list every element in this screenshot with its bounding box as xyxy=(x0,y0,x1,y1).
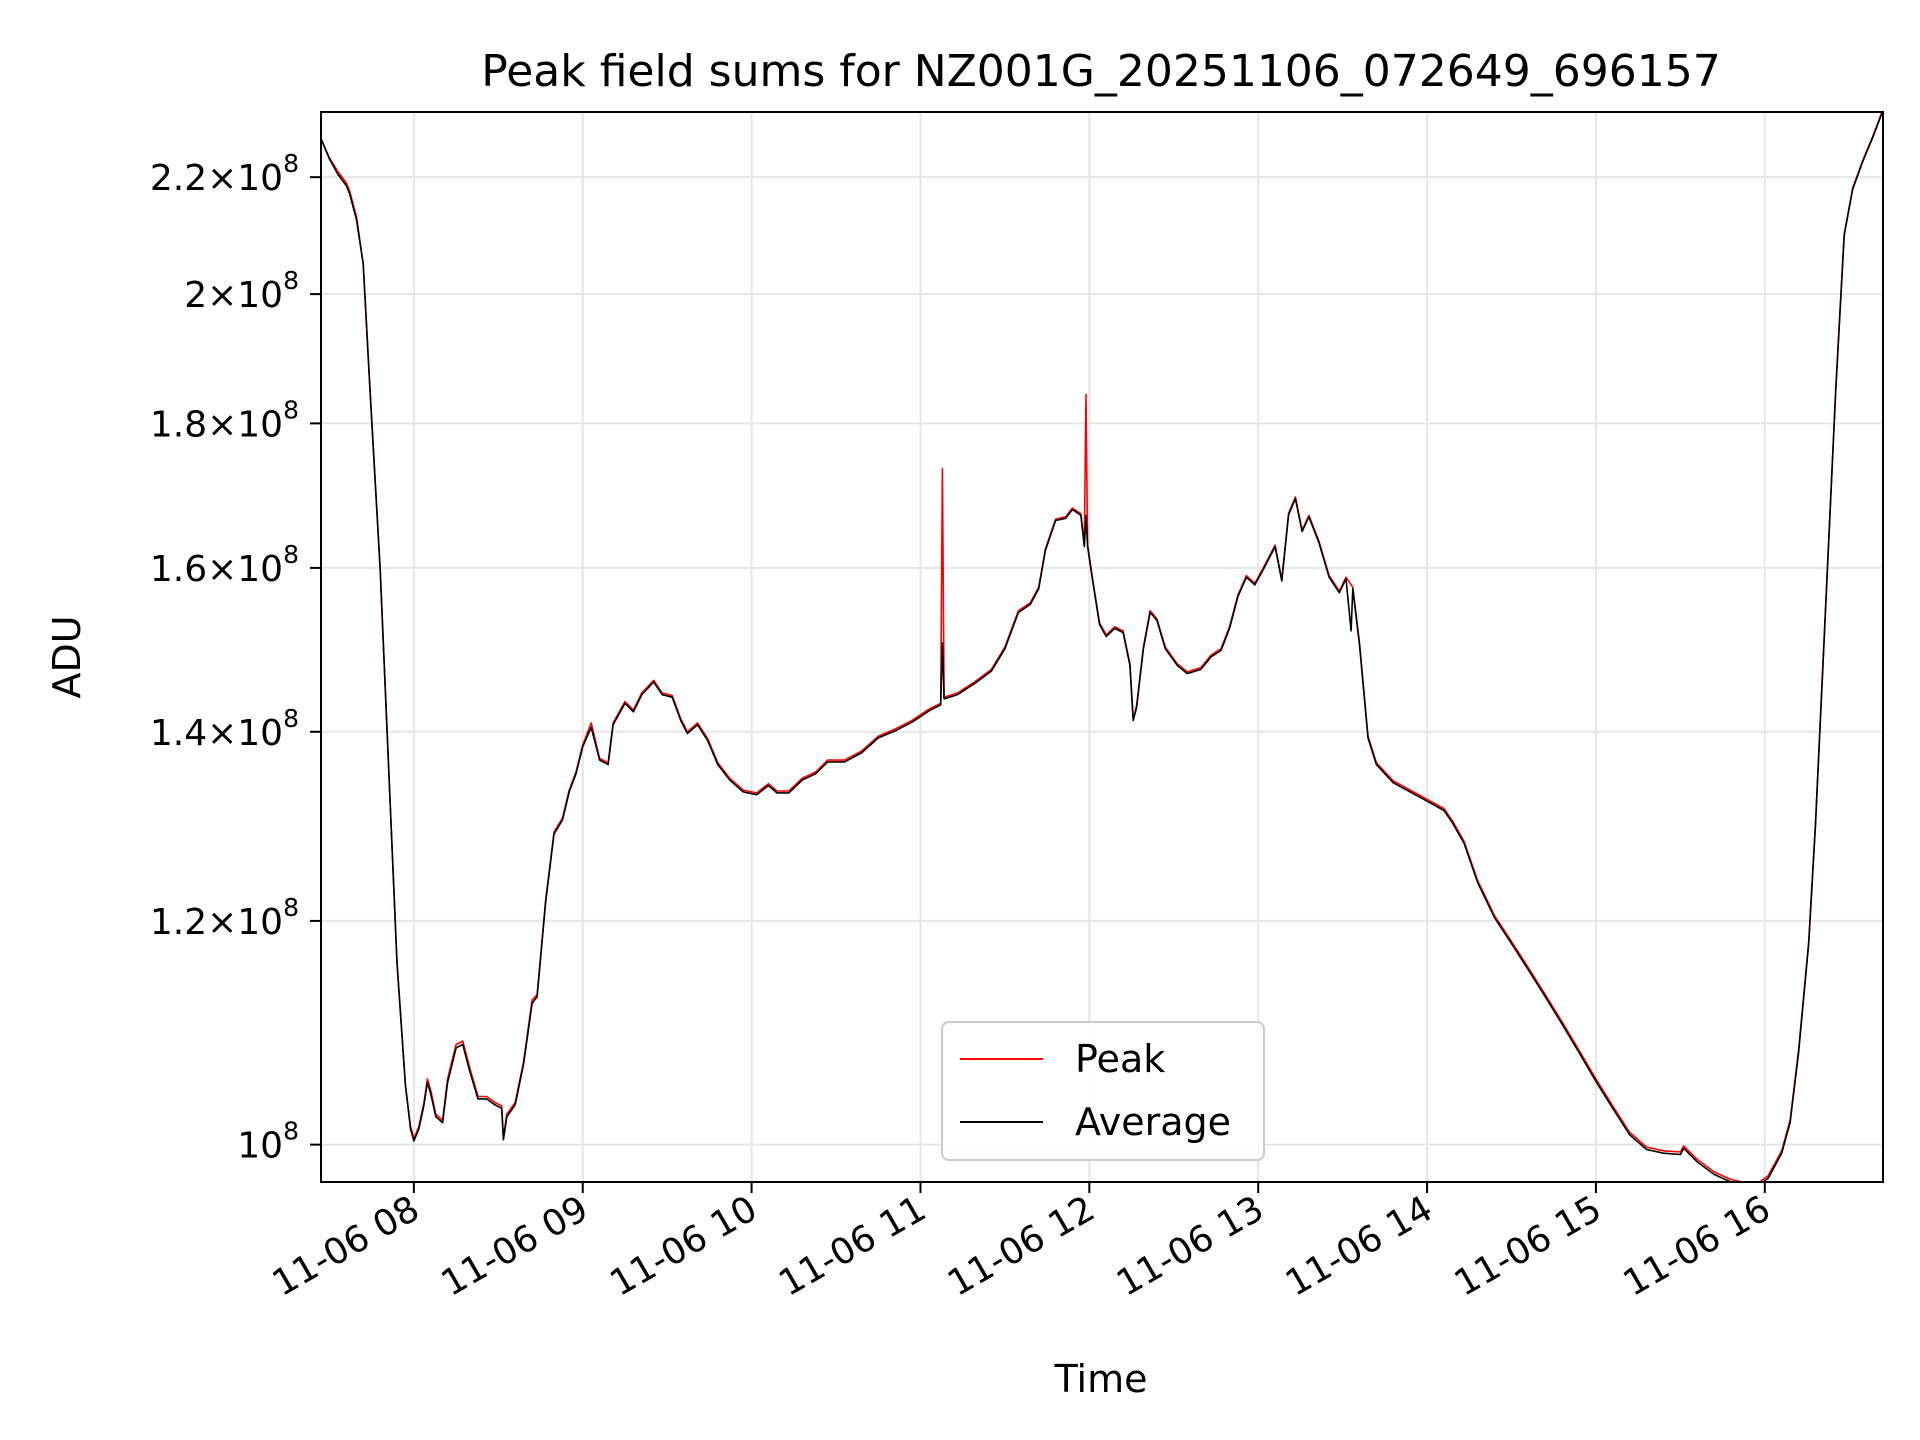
y-tick-label: 108 xyxy=(237,1117,299,1167)
legend: Peak Average xyxy=(941,1021,1265,1161)
y-axis: 108 1.2×108 1.4×108 1.6×108 1.8×108 2×108 2.2×… xyxy=(150,149,321,1167)
y-axis-label: ADU xyxy=(45,615,89,698)
legend-label-peak: Peak xyxy=(1075,1037,1165,1081)
y-tick-label: 1.6×108 xyxy=(150,540,299,590)
y-tick-label: 2×108 xyxy=(184,266,299,316)
x-axis-label: Time xyxy=(1054,1357,1148,1401)
y-tick-label: 1.2×108 xyxy=(150,893,299,943)
series-layer xyxy=(321,112,1883,1182)
legend-label-average: Average xyxy=(1075,1100,1231,1144)
y-tick-label: 1.4×108 xyxy=(150,704,299,754)
y-tick-label: 2.2×108 xyxy=(150,149,299,199)
plot-frame xyxy=(320,111,1884,1183)
series-line-average xyxy=(321,112,1883,1182)
y-tick-label: 1.8×108 xyxy=(150,395,299,445)
legend-box xyxy=(941,1021,1265,1161)
chart-title: Peak field sums for NZ001G_20251106_0726… xyxy=(481,46,1720,97)
